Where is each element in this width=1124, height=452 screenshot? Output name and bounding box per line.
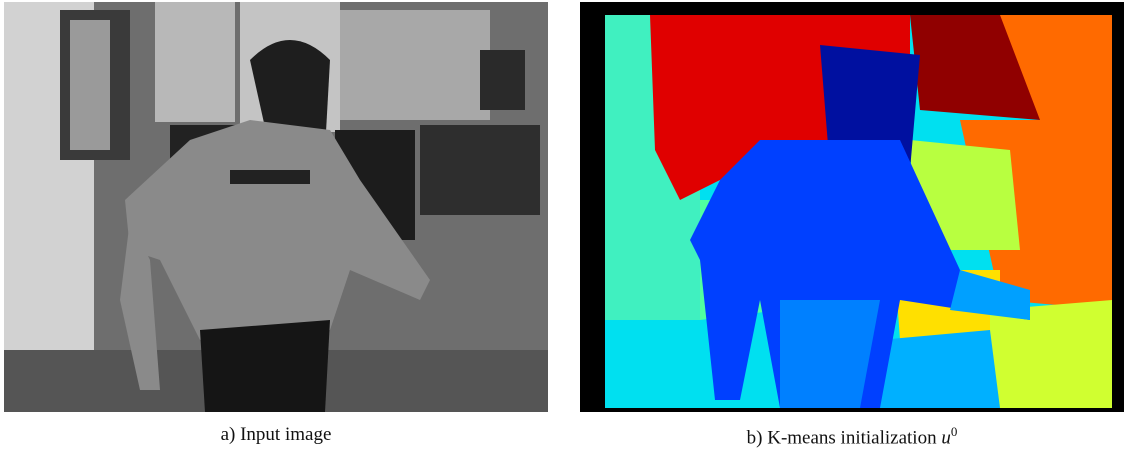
kmeans-image [580, 2, 1124, 412]
caption-a: a) Input image [0, 424, 556, 446]
input-image [4, 2, 548, 412]
caption-b-text: b) K-means initialization [747, 427, 937, 448]
caption-b-math: u [941, 427, 951, 448]
caption-b-superscript: 0 [951, 424, 958, 439]
figure: a) Input image b) K-means initialization… [0, 0, 1124, 452]
caption-b: b) K-means initialization u0 [572, 424, 1124, 449]
images [0, 0, 1124, 420]
